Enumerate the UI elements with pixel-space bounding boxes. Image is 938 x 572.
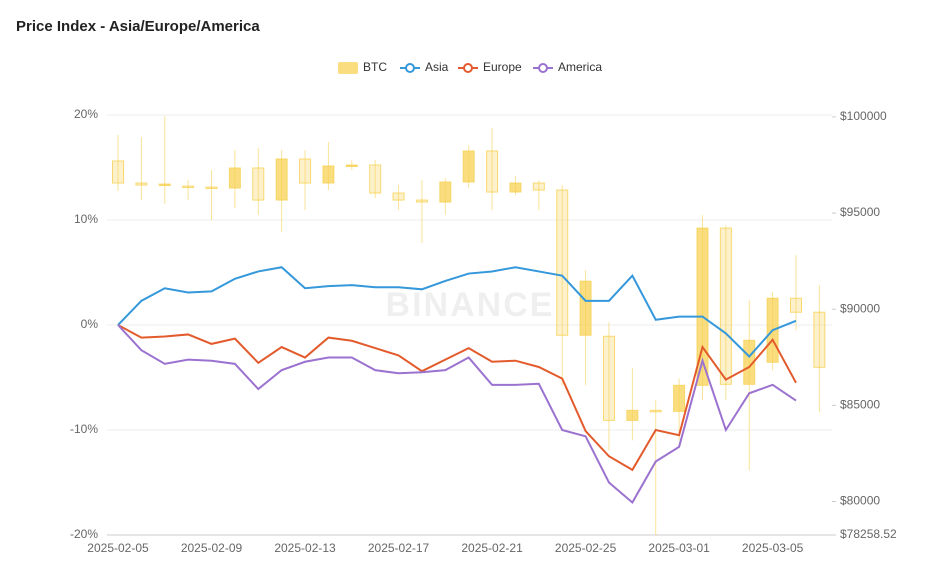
candle-body [392, 192, 405, 201]
candle-body [345, 164, 358, 167]
candle-body [275, 158, 288, 201]
candle-body [205, 186, 218, 190]
y2-tick-label: $90000 [840, 301, 880, 315]
chart-title: Price Index - Asia/Europe/America [16, 18, 260, 35]
candle-body [415, 199, 428, 203]
legend-label: America [558, 60, 602, 74]
legend-label: Asia [425, 60, 449, 74]
legend-swatch [538, 63, 548, 73]
candle-body [673, 384, 686, 412]
candle-body [509, 182, 522, 193]
candle-body [649, 409, 662, 413]
candle-body [299, 158, 312, 184]
x-tick-label: 2025-02-25 [555, 541, 617, 555]
x-tick-label: 2025-02-05 [87, 541, 149, 555]
legend-swatch [338, 62, 358, 74]
line-series [117, 266, 797, 358]
y-tick-label: 10% [74, 212, 98, 226]
candle-body [602, 335, 615, 421]
candle-body [719, 227, 732, 385]
x-tick-label: 2025-03-05 [742, 541, 804, 555]
line-series [117, 324, 797, 504]
x-tick-label: 2025-02-17 [368, 541, 430, 555]
line-series [117, 324, 797, 472]
y2-tick-label: $100000 [840, 109, 887, 123]
legend-label: BTC [363, 60, 387, 74]
x-tick-label: 2025-02-13 [274, 541, 336, 555]
candle-body [135, 182, 148, 186]
candle-body [743, 339, 756, 385]
candle-body [228, 167, 241, 189]
candle-body [579, 280, 592, 336]
x-tick-label: 2025-02-21 [461, 541, 523, 555]
candle-body [813, 311, 826, 368]
watermark: BINANCE [386, 286, 555, 324]
candle-body [462, 150, 475, 183]
candle-body [626, 409, 639, 421]
candle-body [790, 297, 802, 313]
y2-tick-label: $80000 [840, 494, 880, 508]
y2-tick-label: $85000 [840, 398, 880, 412]
candle-body [439, 181, 452, 203]
candle-body [112, 160, 124, 184]
x-tick-label: 2025-03-01 [648, 541, 710, 555]
y-tick-label: 0% [81, 317, 99, 331]
candle-body [158, 183, 171, 187]
candle-body [252, 167, 265, 201]
candle-body [696, 227, 709, 386]
candle-body [556, 189, 569, 336]
y-tick-label: -20% [70, 527, 98, 541]
legend-label: Europe [483, 60, 522, 74]
candle-body [182, 185, 195, 189]
candle-body [532, 182, 545, 191]
y-tick-label: -10% [70, 422, 98, 436]
legend-swatch [463, 63, 473, 73]
candle-body [322, 165, 335, 184]
legend-swatch [405, 63, 415, 73]
y-tick-label: 20% [74, 107, 98, 121]
y2-tick-label: $78258.52 [840, 527, 897, 541]
y2-tick-label: $95000 [840, 205, 880, 219]
candle-body [369, 164, 382, 194]
candle-body [486, 150, 499, 193]
x-tick-label: 2025-02-09 [181, 541, 243, 555]
